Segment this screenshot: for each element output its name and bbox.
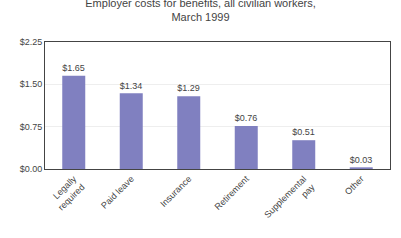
svg-text:$1.50: $1.50 <box>20 79 43 89</box>
svg-text:Insurance: Insurance <box>158 174 193 209</box>
svg-text:$1.34: $1.34 <box>120 81 143 91</box>
svg-text:$0.76: $0.76 <box>235 113 258 123</box>
svg-text:$0.51: $0.51 <box>292 127 315 137</box>
svg-text:Retirement: Retirement <box>213 173 252 212</box>
svg-text:$0.03: $0.03 <box>350 155 373 165</box>
svg-text:Employer costs for benefits, a: Employer costs for benefits, all civilia… <box>85 0 315 23</box>
svg-text:$0.75: $0.75 <box>20 122 43 132</box>
svg-text:Legallyrequired: Legallyrequired <box>48 173 87 212</box>
svg-text:$1.29: $1.29 <box>177 83 200 93</box>
svg-text:$1.65: $1.65 <box>62 63 85 73</box>
svg-text:Paid leave: Paid leave <box>99 174 136 211</box>
svg-text:$0.00: $0.00 <box>20 164 43 174</box>
svg-text:$2.25: $2.25 <box>20 37 43 47</box>
svg-text:Supplementalpay: Supplementalpay <box>262 173 317 228</box>
svg-text:Other: Other <box>343 174 366 197</box>
